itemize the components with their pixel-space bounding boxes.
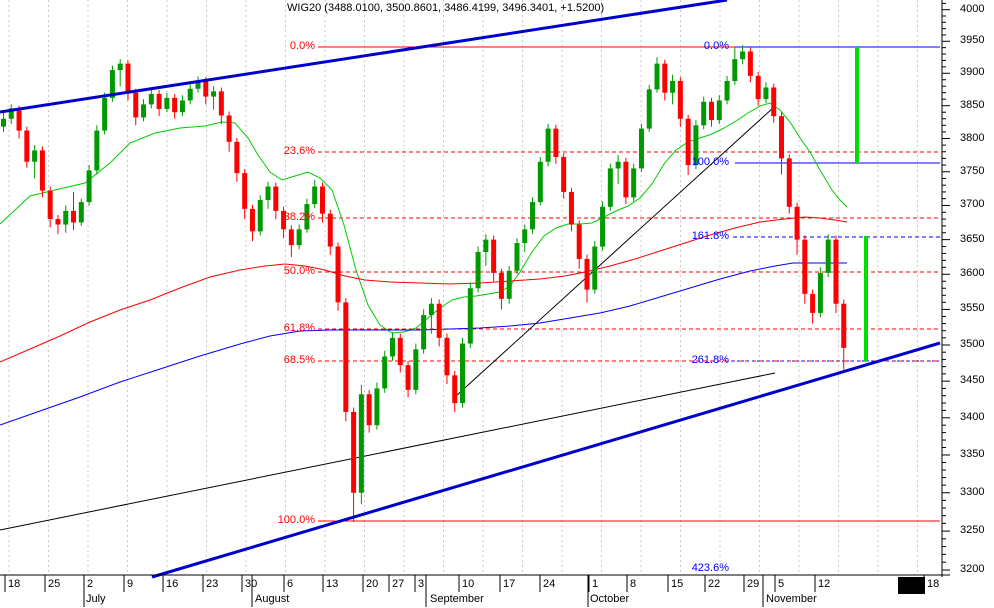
y-axis	[942, 2, 950, 571]
month-label: October	[590, 593, 630, 605]
date-label: 17	[503, 578, 516, 590]
date-label: 20	[366, 578, 379, 590]
fib-label: 61.8%	[283, 322, 315, 334]
fib-label: 100.0%	[277, 514, 315, 526]
y-axis-label: 3500	[960, 338, 985, 350]
fib-label: 23.6%	[283, 145, 315, 157]
fib-label: 0.0%	[289, 40, 315, 52]
fib-label: 423.6%	[691, 562, 729, 574]
date-label: 24	[543, 578, 556, 590]
y-axis-label: 3700	[960, 198, 985, 211]
ma-medium-red	[0, 216, 848, 363]
y-axis-label: 3950	[960, 34, 985, 47]
y-axis-label: 3300	[960, 485, 985, 498]
date-label: 25	[48, 578, 61, 590]
chart-title: WIG20 (3488.0100, 3500.8601, 3486.4199, …	[287, 2, 605, 14]
date-label: 13	[326, 578, 339, 590]
candles-group	[1, 45, 847, 522]
y-axis-label: 3400	[960, 410, 985, 423]
date-label: 5	[778, 578, 785, 590]
date-label: 18	[8, 578, 21, 590]
month-label: July	[86, 593, 106, 605]
date-label: 12	[818, 578, 831, 590]
trendline-steep-black[interactable]	[455, 107, 774, 397]
fib-label: 161.8%	[691, 230, 729, 242]
channel-lower-line[interactable]	[151, 341, 941, 579]
y-axis-label: 3550	[960, 302, 985, 315]
date-label: 22	[708, 578, 721, 590]
grid-lines	[8, 0, 918, 575]
date-label: 3	[418, 578, 425, 590]
date-label: 10	[462, 578, 475, 590]
y-axis-label: 3850	[960, 98, 985, 111]
ma-fast-green	[0, 102, 848, 334]
y-axis-label: 3600	[960, 267, 985, 280]
date-label: 15	[671, 578, 684, 590]
date-label: 27	[392, 578, 405, 590]
y-axis-label: 3800	[960, 131, 985, 144]
y-axis-label: 3900	[960, 66, 985, 79]
axis-highlight-box	[898, 577, 925, 594]
fib-label: 100.0%	[691, 156, 729, 168]
y-axis-label: 3650	[960, 232, 985, 245]
date-label: 18	[927, 578, 940, 590]
date-label: 29	[747, 578, 760, 590]
date-label: 30	[245, 578, 258, 590]
fib-label: 38.2%	[283, 211, 315, 223]
fib-label: 0.0%	[703, 40, 729, 52]
date-label: 6	[287, 578, 294, 590]
month-label: August	[255, 593, 290, 605]
date-label: 16	[166, 578, 179, 590]
trendline-shallow-black[interactable]	[0, 372, 776, 531]
date-label: 23	[206, 578, 219, 590]
channel-upper-line[interactable]	[0, 0, 728, 114]
y-axis-label: 4000	[960, 2, 985, 15]
date-label: 2	[87, 578, 94, 590]
axes	[0, 0, 950, 577]
date-label: 9	[127, 578, 134, 590]
y-axis-label: 3350	[960, 447, 985, 460]
fib-label: 50.0%	[283, 265, 315, 277]
ma-slow-blue	[0, 262, 847, 426]
y-axis-label: 3450	[960, 374, 985, 387]
date-label: 1	[592, 578, 599, 590]
fib-label: 68.5%	[283, 354, 315, 366]
y-axis-label: 3200	[960, 563, 985, 576]
date-label: 8	[630, 578, 637, 590]
fib-label: 261.8%	[691, 354, 729, 366]
x-axis	[4, 575, 925, 607]
month-label: November	[766, 593, 817, 605]
y-axis-label: 3750	[960, 164, 985, 177]
y-axis-label: 3250	[960, 524, 985, 537]
fib-retracement-left	[318, 46, 940, 522]
month-label: September	[430, 593, 484, 605]
